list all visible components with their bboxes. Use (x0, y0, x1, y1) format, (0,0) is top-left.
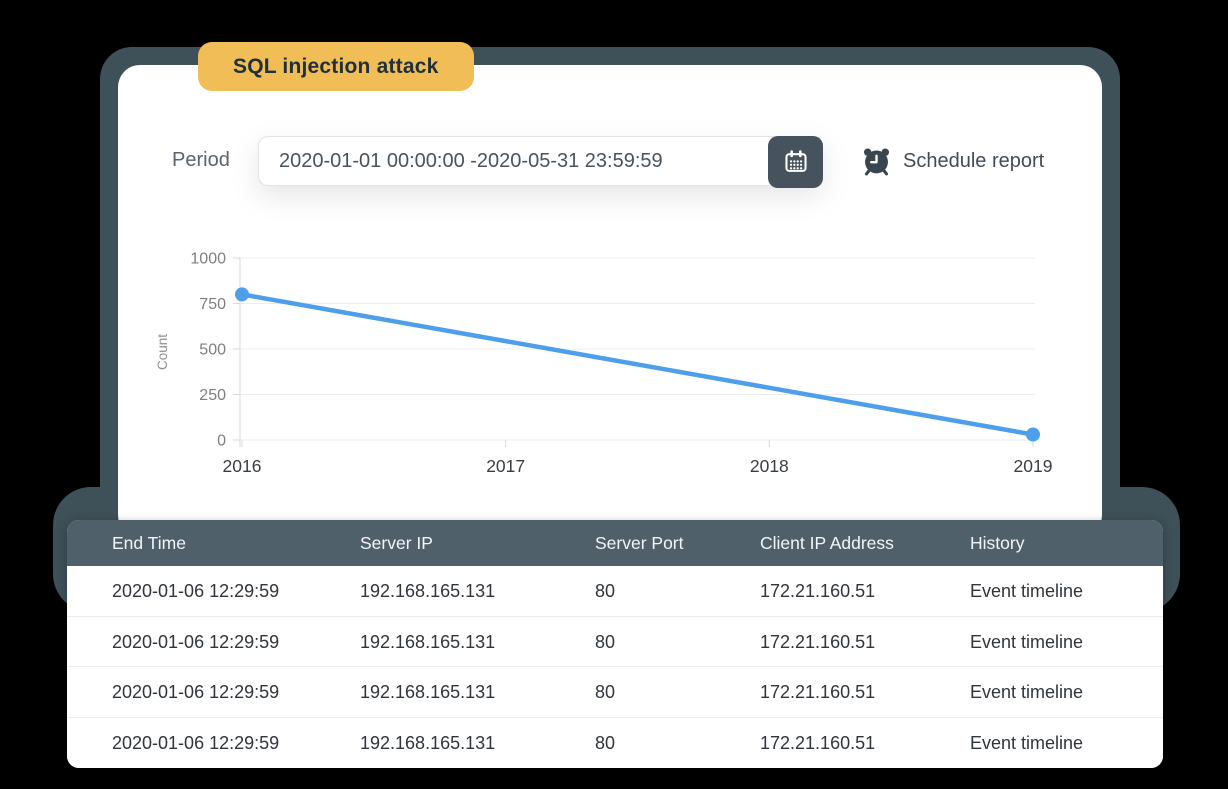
period-input-group (258, 136, 823, 188)
events-table: End Time Server IP Server Port Client IP Ad… (67, 520, 1163, 768)
y-axis-title: Count (155, 334, 170, 370)
cell-end-time: 2020-01-06 12:29:59 (112, 682, 280, 702)
series-line (239, 292, 1036, 437)
cell-end-time: 2020-01-06 12:29:59 (112, 631, 280, 652)
calendar-icon (784, 150, 807, 172)
attack-count-line-chart: 0 250 500 750 1000 2016 2017 2018 2019 Count (155, 251, 1053, 477)
cell-client-ip-address: 172.21.160.51 (760, 732, 876, 753)
cell-server-port: 80 (595, 682, 616, 702)
period-range-input[interactable] (259, 137, 822, 185)
cell-server-ip: 192.168.165.131 (360, 682, 496, 702)
event-timeline-link[interactable]: Event timeline (970, 732, 1084, 753)
cell-server-ip: 192.168.165.131 (360, 732, 496, 753)
cell-client-ip-address: 172.21.160.51 (760, 631, 876, 652)
cell-client-ip-address: 172.21.160.51 (760, 581, 876, 601)
schedule-report-button[interactable]: Schedule report (861, 146, 1044, 177)
header-end-time: End Time (112, 533, 186, 553)
event-timeline-link[interactable]: Event timeline (970, 682, 1084, 702)
report-title-badge: SQL injection attack (198, 42, 474, 91)
period-label: Period (172, 149, 230, 171)
header-history: History (970, 533, 1025, 553)
event-timeline-link[interactable]: Event timeline (970, 581, 1084, 601)
report-title: SQL injection attack (233, 54, 439, 78)
x-tick-label: 2016 (223, 456, 262, 476)
table-body: 2020-01-06 12:29:59 192.168.165.131 80 172.… (67, 566, 1163, 768)
cell-server-port: 80 (595, 631, 616, 652)
header-server-port: Server Port (595, 533, 684, 553)
data-point[interactable] (1026, 427, 1040, 442)
table-row: 2020-01-06 12:29:59 192.168.165.131 80 172.… (67, 717, 1163, 768)
y-tick-label: 250 (199, 387, 226, 404)
cell-server-ip: 192.168.165.131 (360, 631, 496, 652)
cell-end-time: 2020-01-06 12:29:59 (112, 732, 280, 753)
x-tick-label: 2017 (486, 456, 525, 476)
table-row: 2020-01-06 12:29:59 192.168.165.131 80 172.… (67, 667, 1163, 718)
header-server-ip: Server IP (360, 533, 433, 553)
schedule-report-label: Schedule report (903, 150, 1045, 172)
y-tick-label: 750 (199, 296, 226, 313)
table-header-row: End Time Server IP Server Port Client IP Ad… (67, 520, 1163, 566)
x-tick-label: 2018 (750, 456, 789, 476)
alarm-clock-icon (863, 148, 890, 176)
header-client-ip-address: Client IP Address (760, 533, 894, 553)
cell-client-ip-address: 172.21.160.51 (760, 682, 876, 702)
y-tick-label: 1000 (190, 251, 226, 268)
cell-end-time: 2020-01-06 12:29:59 (112, 581, 280, 601)
data-point[interactable] (235, 287, 249, 302)
cell-server-port: 80 (595, 581, 616, 601)
y-tick-label: 500 (199, 342, 226, 359)
table-row: 2020-01-06 12:29:59 192.168.165.131 80 172.… (67, 566, 1163, 617)
y-tick-label: 0 (217, 433, 226, 450)
event-timeline-link[interactable]: Event timeline (970, 631, 1084, 652)
cell-server-ip: 192.168.165.131 (360, 581, 496, 601)
cell-server-port: 80 (595, 732, 616, 753)
table-row: 2020-01-06 12:29:59 192.168.165.131 80 172.… (67, 616, 1163, 667)
x-tick-label: 2019 (1014, 456, 1053, 476)
calendar-button[interactable] (768, 136, 823, 188)
